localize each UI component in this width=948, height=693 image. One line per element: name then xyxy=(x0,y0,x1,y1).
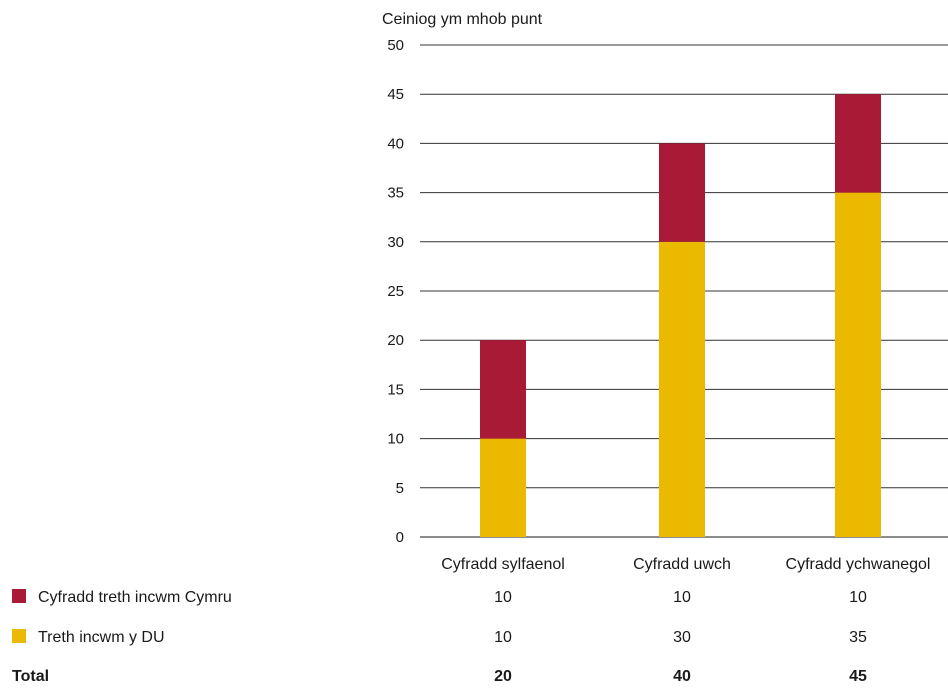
y-tick-label: 40 xyxy=(387,135,404,152)
y-tick-label: 20 xyxy=(387,332,404,349)
bar-segment xyxy=(835,94,881,193)
bar-segment xyxy=(480,340,526,439)
y-tick-label: 25 xyxy=(387,283,404,300)
table-cell: 10 xyxy=(494,629,512,646)
table-cell: 40 xyxy=(673,668,691,685)
y-axis-label: Ceiniog ym mhob punt xyxy=(382,11,543,28)
y-tick-label: 30 xyxy=(387,234,404,251)
y-tick-label: 45 xyxy=(387,86,404,103)
bar-segment xyxy=(659,241,705,538)
table-cell: 20 xyxy=(494,668,512,685)
y-tick-labels: 0 5 10 15 20 25 30 35 40 45 50 xyxy=(387,37,404,546)
bars xyxy=(480,94,881,538)
table-row-label: Cyfradd treth incwm Cymru xyxy=(38,589,232,606)
bar-segment xyxy=(835,192,881,537)
y-tick-label: 5 xyxy=(396,480,404,497)
category-label: Cyfradd uwch xyxy=(633,556,731,573)
table-cell: 10 xyxy=(849,589,867,606)
bar-segment xyxy=(480,438,526,537)
legend-swatch xyxy=(12,629,26,643)
category-labels: Cyfradd sylfaenol Cyfradd uwch Cyfradd ych… xyxy=(441,556,930,573)
y-tick-label: 0 xyxy=(396,529,404,546)
y-tick-label: 50 xyxy=(387,37,404,54)
y-tick-label: 35 xyxy=(387,185,404,202)
category-label: Cyfradd sylfaenol xyxy=(441,556,565,573)
table-row-label: Total xyxy=(12,668,49,685)
table-cell: 45 xyxy=(849,668,867,685)
y-tick-label: 10 xyxy=(387,431,404,448)
table-cell: 10 xyxy=(673,589,691,606)
table-cell: 30 xyxy=(673,629,691,646)
category-label: Cyfradd ychwanegol xyxy=(786,556,931,573)
table-row-label: Treth incwm y DU xyxy=(38,629,165,646)
data-table: Cyfradd treth incwm Cymru 10 10 10 Treth inc… xyxy=(12,589,867,685)
legend-swatch xyxy=(12,589,26,603)
table-cell: 10 xyxy=(494,589,512,606)
table-cell: 35 xyxy=(849,629,867,646)
y-tick-label: 15 xyxy=(387,381,404,398)
bar-segment xyxy=(659,143,705,242)
